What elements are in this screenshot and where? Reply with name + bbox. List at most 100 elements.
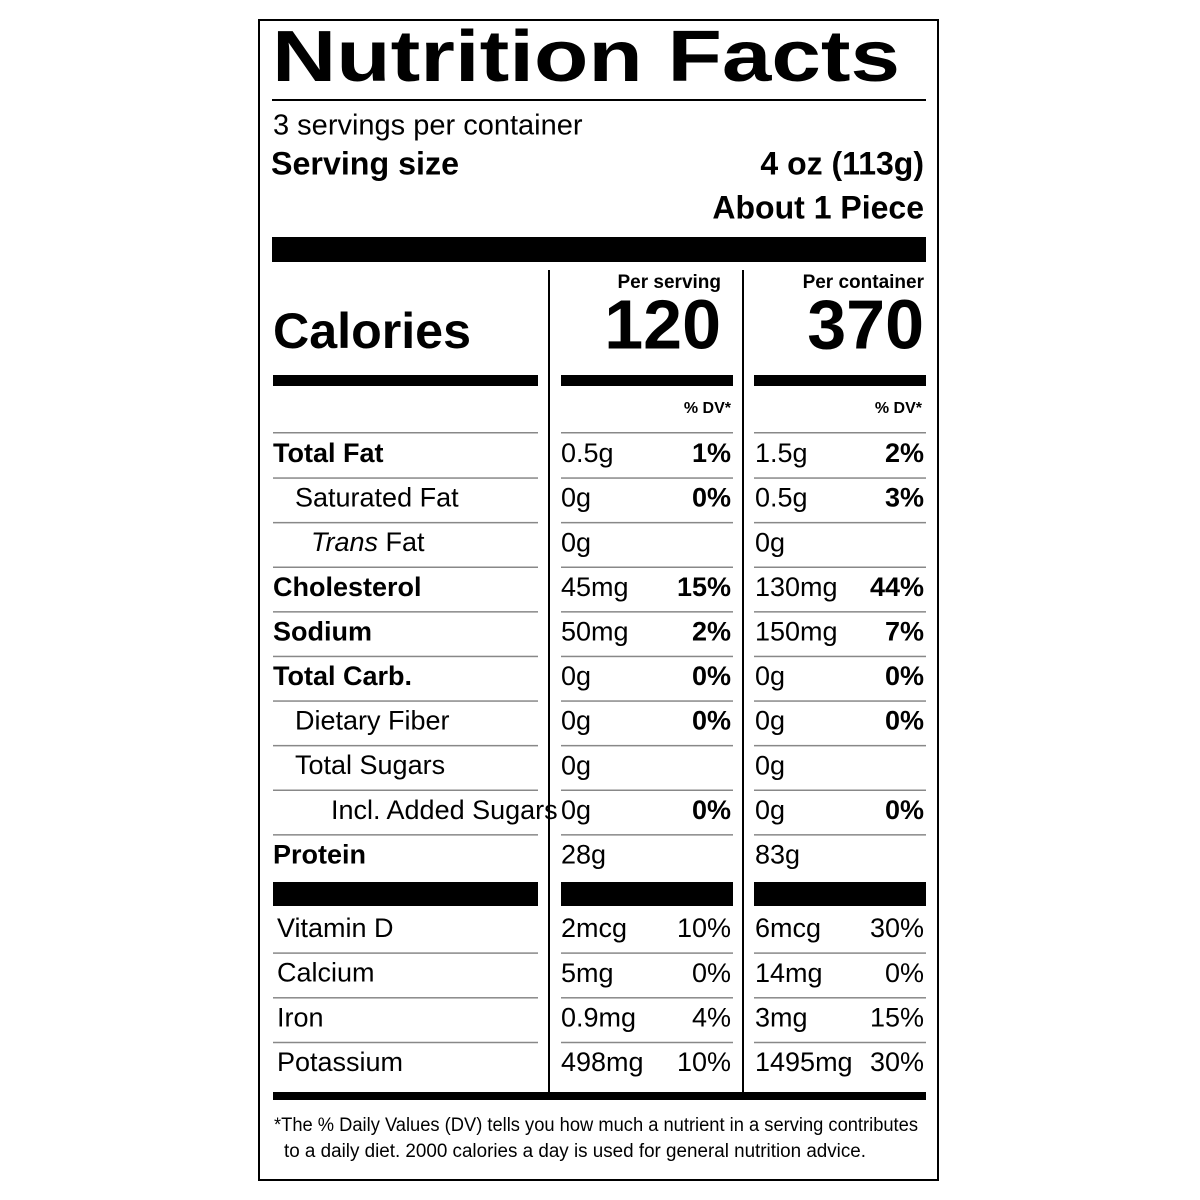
dv-per-serving: 10% (677, 1047, 731, 1077)
row-divider (561, 566, 733, 568)
row-divider (754, 432, 926, 434)
amount-per-serving: 0.5g (561, 438, 614, 468)
dv-per-serving: 2% (692, 617, 731, 647)
nutrient-name: Iron (277, 1003, 324, 1033)
footnote: *The % Daily Values (DV) tells you how m… (274, 1115, 918, 1136)
row-divider (273, 700, 538, 702)
dv-per-serving: 0% (692, 483, 731, 513)
amount-per-serving: 0g (561, 483, 591, 513)
row-divider (754, 521, 926, 524)
nutrient-name: Total Fat (273, 438, 384, 468)
dv-per-container: 44% (870, 572, 924, 602)
nutrient-name-text: Protein (273, 840, 366, 870)
dv-per-container: 30% (870, 1047, 924, 1077)
dv-per-serving: 1% (692, 438, 731, 468)
row-divider (273, 997, 538, 999)
row-divider (273, 521, 538, 524)
serving-size-amount: 4 oz (113g) (760, 145, 924, 181)
nutrient-name: Saturated Fat (295, 483, 459, 513)
row-divider (273, 834, 538, 836)
nutrient-name: Cholesterol (273, 572, 422, 602)
nutrient-name: Sodium (273, 617, 372, 647)
nutrient-name-text: Fat (386, 527, 426, 557)
amount-per-serving: 0g (561, 527, 591, 557)
amount-per-container: 130mg (755, 572, 838, 602)
serving-size-note: About 1 Piece (712, 189, 924, 225)
amount-per-serving: 0g (561, 795, 591, 825)
thick-bar (754, 375, 926, 386)
dv-per-container: 0% (885, 795, 924, 825)
nutrient-name-text: Total Sugars (295, 750, 445, 780)
label-border (258, 19, 939, 1181)
calories-per-serving: 120 (604, 285, 721, 363)
nutrient-name-text: Dietary Fiber (295, 706, 450, 736)
row-divider (754, 834, 926, 836)
nutrient-name: Total Carb. (273, 661, 412, 691)
row-divider (273, 744, 538, 747)
amount-per-serving: 0.9mg (561, 1003, 636, 1033)
row-divider (273, 611, 538, 613)
amount-per-serving: 498mg (561, 1047, 644, 1077)
nutrient-name: Total Sugars (295, 750, 445, 780)
amount-per-serving: 2mcg (561, 913, 627, 943)
amount-per-container: 0g (755, 706, 785, 736)
amount-per-container: 0g (755, 661, 785, 691)
row-divider (561, 477, 733, 479)
amount-per-container: 83g (755, 840, 800, 870)
row-divider (273, 1041, 538, 1044)
dv-per-serving: 0% (692, 958, 731, 988)
dv-per-serving: 15% (677, 572, 731, 602)
dv-header: % DV* (684, 400, 732, 417)
amount-per-container: 0.5g (755, 483, 808, 513)
nutrient-name-text: Potassium (277, 1047, 403, 1077)
row-divider (561, 997, 733, 999)
amount-per-serving: 0g (561, 661, 591, 691)
amount-per-container: 3mg (755, 1003, 808, 1033)
row-divider (273, 432, 538, 434)
thick-bar (273, 375, 538, 386)
serving-size-label: Serving size (271, 145, 459, 181)
amount-per-container: 1495mg (755, 1047, 853, 1077)
row-divider (754, 789, 926, 791)
per-container-label: Per container (803, 272, 925, 293)
dv-header: % DV* (875, 400, 923, 417)
row-divider (561, 655, 733, 658)
nutrient-name-italic: Trans (311, 527, 378, 557)
row-divider (754, 700, 926, 702)
nutrient-name: Trans Fat (311, 527, 425, 557)
row-divider (561, 611, 733, 613)
amount-per-serving: 50mg (561, 617, 629, 647)
row-divider (561, 700, 733, 702)
amount-per-serving: 45mg (561, 572, 629, 602)
row-divider (561, 432, 733, 434)
thick-bar (273, 882, 538, 906)
row-divider (754, 566, 926, 568)
nutrient-name-text: Incl. Added Sugars (331, 795, 558, 825)
column-divider (548, 270, 550, 1092)
row-divider (273, 566, 538, 568)
row-divider (561, 1041, 733, 1044)
divider (272, 99, 926, 101)
dv-per-serving: 0% (692, 706, 731, 736)
nutrient-name: Vitamin D (277, 913, 394, 943)
nutrient-name: Incl. Added Sugars (331, 795, 558, 825)
title: Nutrition Facts (272, 17, 900, 97)
amount-per-container: 150mg (755, 617, 838, 647)
amount-per-container: 0g (755, 795, 785, 825)
row-divider (273, 952, 538, 954)
amount-per-container: 0g (755, 750, 785, 780)
amount-per-serving: 5mg (561, 958, 614, 988)
dv-per-container: 3% (885, 483, 924, 513)
dv-per-container: 0% (885, 958, 924, 988)
servings: 3 servings per container (273, 110, 583, 142)
nutrient-name: Calcium (277, 958, 375, 988)
nutrient-name-text: Cholesterol (273, 572, 422, 602)
amount-per-container: 14mg (755, 958, 823, 988)
nutrient-name-text: Sodium (273, 617, 372, 647)
calories-per-container: 370 (807, 285, 924, 363)
nutrient-name-text: Saturated Fat (295, 483, 459, 513)
per-serving-label: Per serving (618, 272, 722, 293)
row-divider (754, 611, 926, 613)
